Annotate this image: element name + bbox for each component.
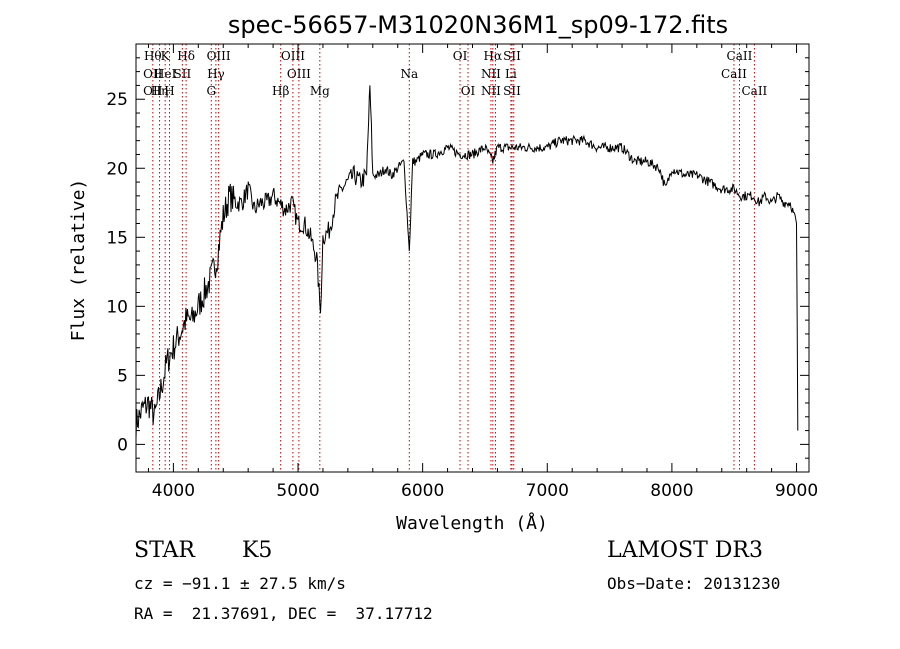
plot-frame xyxy=(135,43,810,473)
y-tick-label: 5 xyxy=(117,366,128,386)
spectral-line-label: Hθ xyxy=(144,49,162,63)
spectral-line-label: OIII xyxy=(207,49,231,63)
spectral-line-label: NII xyxy=(481,84,501,98)
y-axis-ticks: 0 5 10 15 20 25 xyxy=(106,57,809,459)
spectral-line-label: CaII xyxy=(727,49,753,63)
spectral-line-label: HeI xyxy=(154,67,177,81)
x-axis-label: Wavelength (Å) xyxy=(396,512,548,534)
object-class: STAR xyxy=(134,538,195,563)
spectral-line-label: CaII xyxy=(721,67,747,81)
y-tick-label: 25 xyxy=(106,90,128,110)
spectral-line-label: OII xyxy=(143,67,163,81)
spectral-line-label: OI xyxy=(461,84,476,98)
x-axis-ticks: 4000 5000 6000 7000 8000 9000 xyxy=(147,44,818,501)
spectral-line-label: Hδ xyxy=(177,49,195,63)
observation-date: Obs−Date: 20131230 xyxy=(607,574,781,593)
y-axis-label: Flux (relative) xyxy=(68,179,89,342)
spectral-line-label: SII xyxy=(174,67,192,81)
x-tick-label: 9000 xyxy=(775,481,818,501)
redshift-velocity: cz = −91.1 ± 27.5 km/s xyxy=(134,574,346,593)
object-subclass: K5 xyxy=(242,538,273,563)
y-tick-label: 10 xyxy=(106,297,128,317)
spectral-line-label: OIII xyxy=(281,49,305,63)
spectral-line-label: K xyxy=(161,49,171,63)
spectral-line-label: Li xyxy=(505,67,517,81)
spectrum-line xyxy=(135,85,799,439)
y-tick-label: 20 xyxy=(106,159,128,179)
y-tick-label: 0 xyxy=(117,435,128,455)
spectral-line-label: Na xyxy=(400,67,418,81)
spectral-line-labels: HθOIIOIIHηKHeIHSIIHδGHγOIIIHβOIIIOIIIMgN… xyxy=(143,49,767,98)
survey-name: LAMOST DR3 xyxy=(607,538,763,563)
spectral-line-label: G xyxy=(206,84,216,98)
spectral-line-label: CaII xyxy=(741,84,767,98)
y-tick-label: 15 xyxy=(106,228,128,248)
spectral-line-label: Hβ xyxy=(272,84,289,98)
spectral-line-label: OI xyxy=(453,49,468,63)
coordinates: RA = 21.37691, DEC = 37.17712 xyxy=(134,604,433,623)
spectral-line-label: SII xyxy=(503,49,521,63)
spectral-line-label: Hα xyxy=(484,49,503,63)
spectral-line-label: H xyxy=(164,84,174,98)
x-tick-label: 5000 xyxy=(276,481,319,501)
x-tick-label: 8000 xyxy=(650,481,693,501)
x-tick-label: 4000 xyxy=(152,481,195,501)
spectral-line-label: Mg xyxy=(310,84,330,98)
chart-title: spec-56657-M31020N36M1_sp09-172.fits xyxy=(228,11,728,39)
spectral-line-markers xyxy=(152,44,755,472)
spectral-line-label: NII xyxy=(481,67,501,81)
spectral-line-label: Hγ xyxy=(207,67,225,81)
spectral-line-label: Hη xyxy=(151,84,169,98)
spectral-line-label: SII xyxy=(503,84,521,98)
x-tick-label: 6000 xyxy=(401,481,444,501)
x-tick-label: 7000 xyxy=(526,481,569,501)
spectral-line-label: OII xyxy=(143,84,163,98)
spectral-line-label: OIII xyxy=(287,67,311,81)
